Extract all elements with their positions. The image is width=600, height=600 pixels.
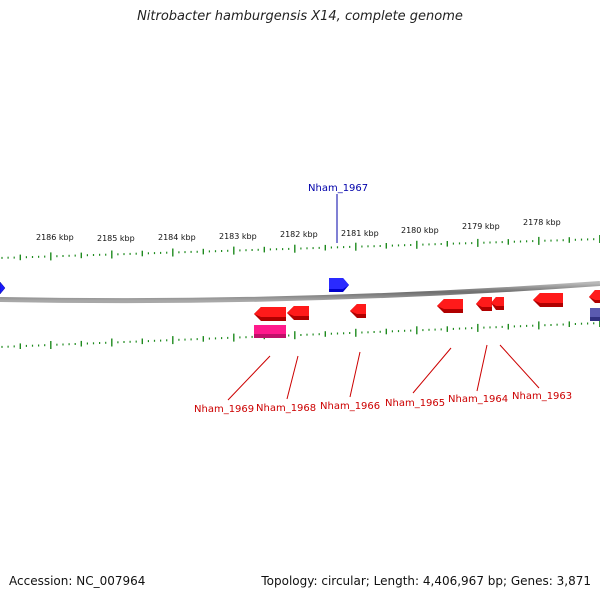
gene-arrow-nham-1963[interactable]	[533, 293, 563, 307]
ruler-labels: 2186 kbp 2185 kbp 2184 kbp 2183 kbp 2182…	[36, 218, 561, 243]
gene-arrow-left-edge[interactable]	[0, 281, 6, 295]
label-leaders	[227, 194, 540, 401]
ruler-label-2183: 2183 kbp	[219, 232, 257, 241]
leader-nham-1963	[499, 344, 540, 389]
leader-nham-1965	[412, 347, 452, 394]
leader-nham-1968	[286, 355, 299, 400]
map-title: Nitrobacter hamburgensis X14, complete g…	[137, 9, 463, 24]
gene-label-nham-1964[interactable]: Nham_1964	[448, 394, 508, 405]
ruler-label-2178: 2178 kbp	[523, 218, 561, 227]
ruler-label-2181: 2181 kbp	[341, 229, 379, 238]
accession-text: Accession: NC_007964	[9, 574, 146, 588]
gene-arrow-nham-1968[interactable]	[287, 306, 309, 320]
gene-arrow-nham-1965[interactable]	[437, 299, 463, 313]
gene-arrow-nham-1964[interactable]	[476, 297, 492, 311]
gene-arrow-nham-1964b[interactable]	[491, 297, 504, 310]
forward-tick-row	[1, 235, 600, 261]
forward-genes	[0, 278, 349, 295]
ruler-label-2184: 2184 kbp	[158, 233, 196, 242]
gene-label-nham-1969[interactable]: Nham_1969	[194, 404, 254, 415]
other-gene-block[interactable]	[590, 308, 600, 321]
gene-arrow-right-edge[interactable]	[589, 290, 600, 303]
gene-label-nham-1963[interactable]: Nham_1963	[512, 391, 572, 402]
gene-label-nham-1968[interactable]: Nham_1968	[256, 403, 316, 414]
genome-summary-text: Topology: circular; Length: 4,406,967 bp…	[261, 574, 591, 588]
gene-label-nham-1967[interactable]: Nham_1967	[308, 183, 368, 194]
leader-nham-1969	[227, 355, 271, 401]
ruler-label-2182: 2182 kbp	[280, 230, 318, 239]
leader-nham-1964	[476, 344, 488, 392]
reverse-tick-row	[1, 319, 600, 349]
ruler-label-2186: 2186 kbp	[36, 233, 74, 242]
ruler-label-2179: 2179 kbp	[462, 222, 500, 231]
leader-nham-1966	[349, 351, 361, 398]
genome-backbone	[0, 281, 600, 304]
gene-arrow-nham-1969[interactable]	[254, 307, 286, 321]
gene-arrow-nham-1967[interactable]	[329, 278, 349, 292]
reverse-genes	[254, 290, 600, 338]
rna-gene-block[interactable]	[254, 325, 286, 338]
gene-label-nham-1966[interactable]: Nham_1966	[320, 401, 380, 412]
ruler-label-2180: 2180 kbp	[401, 226, 439, 235]
ruler-label-2185: 2185 kbp	[97, 234, 135, 243]
gene-label-nham-1965[interactable]: Nham_1965	[385, 398, 445, 409]
gene-arrow-nham-1966[interactable]	[350, 304, 366, 318]
